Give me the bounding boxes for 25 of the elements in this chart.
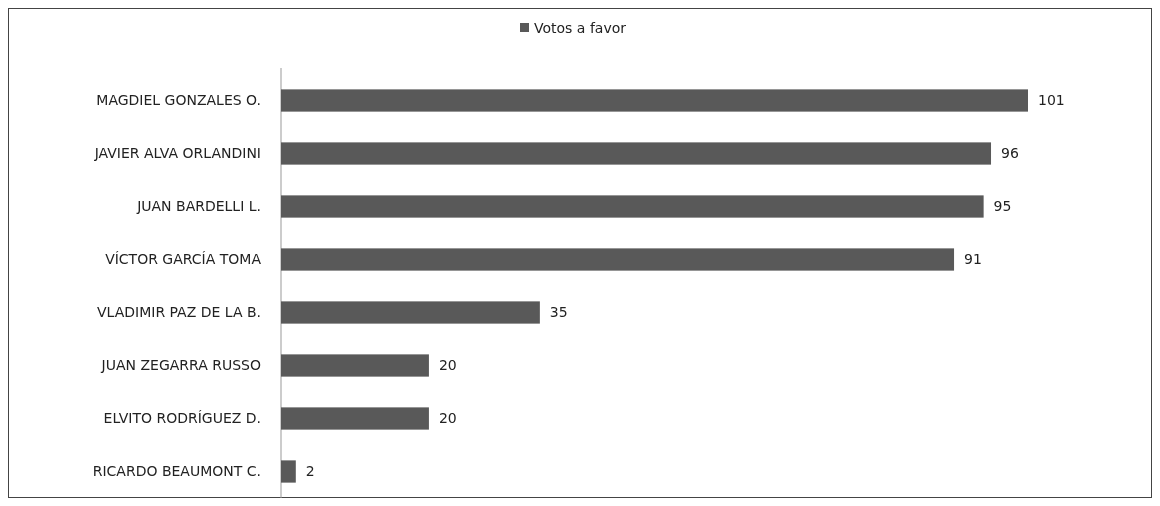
legend-label: Votos a favor — [534, 19, 627, 36]
y-tick-label: VLADIMIR PAZ DE LA B. — [96, 304, 261, 321]
data-label: 20 — [438, 410, 457, 427]
y-tick-label: JAVIER ALVA ORLANDINI — [93, 145, 261, 162]
y-tick-label: ELVITO RODRÍGUEZ D. — [103, 410, 261, 427]
y-tick-label: RICARDO BEAUMONT C. — [92, 463, 261, 480]
y-tick-label: JUAN BARDELLI L. — [136, 198, 261, 215]
y-tick-label: VÍCTOR GARCÍA TOMA — [105, 251, 262, 268]
data-label: 35 — [549, 304, 568, 321]
bar — [281, 354, 429, 377]
bar — [281, 142, 992, 165]
bar — [281, 460, 296, 483]
y-tick-label: JUAN ZEGARRA RUSSO — [100, 357, 261, 374]
data-label: 101 — [1038, 92, 1065, 109]
y-tick-label: MAGDIEL GONZALES O. — [96, 92, 261, 109]
bar — [281, 407, 429, 430]
bar — [281, 89, 1028, 112]
data-label: 96 — [1001, 145, 1019, 162]
data-label: 20 — [438, 357, 457, 374]
bar — [281, 248, 955, 271]
bar — [281, 195, 984, 218]
bar — [281, 301, 540, 324]
data-label: 2 — [305, 463, 315, 480]
data-label: 91 — [964, 251, 982, 268]
data-label: 95 — [993, 198, 1012, 215]
